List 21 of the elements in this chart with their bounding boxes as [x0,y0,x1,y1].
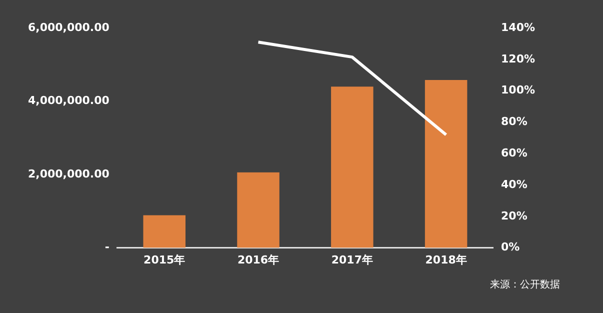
y2-tick-label: 100% [501,84,535,97]
y-tick-label: 4,000,000.00 [28,94,110,108]
y2-tick-label: 40% [501,178,528,191]
bar [237,172,280,248]
x-tick-label: 2017年 [331,253,373,266]
y2-tick-label: 120% [501,52,535,66]
x-tick-label: 2016年 [237,253,280,266]
y2-tick-label: 20% [501,209,528,222]
source-note: 来源：公开数据 [490,278,560,291]
y2-tick-label: 60% [501,146,528,160]
y2-tick-label: 0% [501,240,520,254]
bar [143,215,186,248]
y2-tick-label: 80% [501,115,528,128]
x-tick-label: 2015年 [144,253,186,266]
x-tick-label: 2018年 [425,253,467,266]
y2-tick-label: 140% [501,20,535,34]
y-tick-label: - [104,240,110,254]
bar [331,86,374,248]
bar [424,80,468,248]
y-tick-label: 6,000,000.00 [28,20,110,34]
y-tick-label: 2,000,000.00 [28,167,110,180]
